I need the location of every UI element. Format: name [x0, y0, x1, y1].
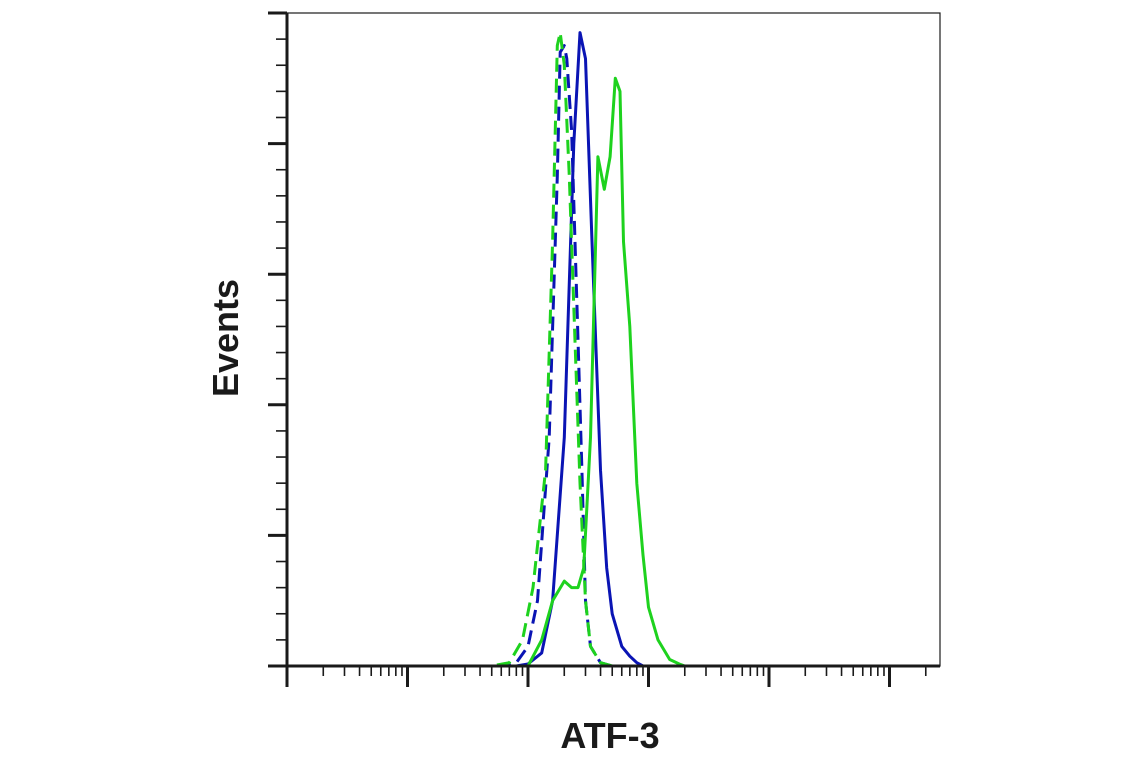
series-line-4 [287, 76, 890, 668]
x-axis-ticks [285, 666, 927, 687]
y-axis-title: Events [205, 279, 246, 397]
x-axis-title: ATF-3 [560, 715, 659, 756]
y-axis-ticks [268, 11, 287, 668]
